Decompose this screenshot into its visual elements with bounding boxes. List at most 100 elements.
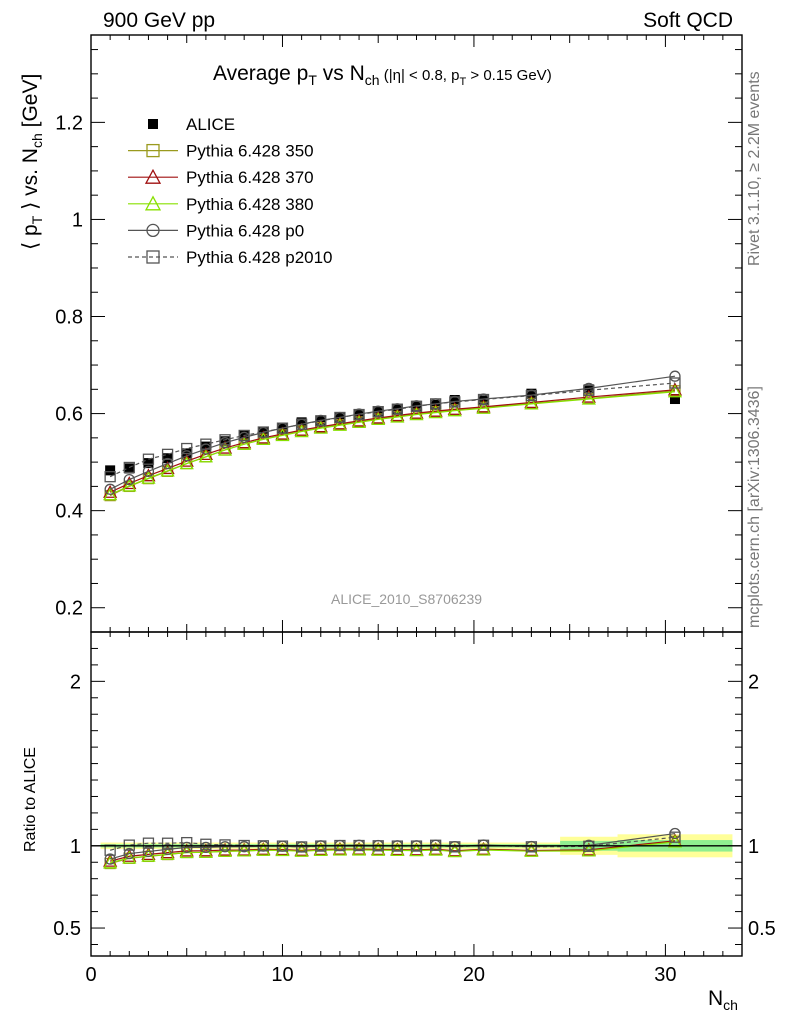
analysis-watermark: ALICE_2010_S8706239 — [331, 591, 483, 607]
x-tick-label: 20 — [463, 964, 485, 986]
chart-title: Average pT vs Nch (|η| < 0.8, pT > 0.15 … — [213, 62, 552, 88]
ratio-point-s2-0 — [103, 853, 118, 867]
y-tick-label: 0.6 — [55, 404, 83, 426]
ratio-y-tick-label-left: 2 — [70, 671, 81, 693]
point-s5-21 — [583, 384, 595, 396]
legend-marker-0 — [148, 119, 158, 129]
point-s3-17 — [428, 405, 443, 419]
ratio-point-s5-5 — [200, 838, 212, 850]
point-s2-15 — [390, 408, 405, 422]
ratio-point-s4-0 — [104, 853, 116, 865]
header-left: 900 GeV pp — [103, 9, 216, 32]
point-s5-6 — [219, 434, 231, 446]
ratio-frame — [90, 631, 743, 957]
legend-marker-5 — [146, 250, 160, 264]
point-s0-10 — [296, 417, 307, 428]
point-s0-18 — [449, 394, 460, 405]
point-s3-13 — [351, 414, 367, 428]
point-s5-14 — [372, 405, 384, 418]
point-s2-22 — [667, 382, 683, 396]
point-s2-4 — [179, 453, 194, 467]
title-part-d: > 0.15 GeV) — [466, 67, 552, 84]
point-s5-16 — [410, 400, 423, 412]
legend-marker-4 — [146, 223, 160, 238]
point-s3-5 — [198, 449, 213, 463]
point-s2-18 — [447, 401, 462, 415]
point-s3-4 — [179, 456, 194, 470]
ratio-point-s5-4 — [181, 836, 193, 849]
title-part-b: vs N — [316, 62, 365, 85]
y-tick-label: 0.4 — [55, 501, 83, 523]
point-s5-13 — [353, 408, 365, 421]
point-s2-20 — [524, 395, 539, 409]
ratio-point-s2-4 — [179, 843, 194, 857]
point-s4-2 — [142, 465, 155, 477]
point-s2-16 — [409, 405, 424, 419]
point-s3-10 — [294, 424, 309, 438]
series-line-2 — [109, 389, 676, 493]
y-tick-label: 0.2 — [55, 598, 83, 620]
series-line-5 — [109, 382, 676, 478]
point-s3-19 — [476, 400, 491, 414]
y-tick-label: 1 — [72, 209, 83, 231]
point-s3-9 — [275, 428, 290, 442]
ratio-point-s2-5 — [198, 843, 213, 857]
point-s3-14 — [371, 412, 386, 426]
point-s4-1 — [123, 473, 135, 486]
point-s4-3 — [161, 457, 174, 470]
point-s5-11 — [315, 415, 327, 427]
ratio-y-tick-label-right: 0.5 — [748, 918, 776, 940]
point-s5-8 — [257, 426, 269, 438]
title-sub-a: T — [308, 72, 317, 89]
x-tick-label: 30 — [654, 964, 676, 986]
point-s3-11 — [313, 420, 328, 434]
point-s2-14 — [371, 410, 386, 424]
ratio-point-s2-2 — [141, 847, 156, 861]
x-axis-label: Nch — [708, 987, 738, 1013]
point-s5-10 — [295, 418, 308, 430]
point-s5-12 — [334, 411, 346, 424]
title-part-c: (|η| < 0.8, p — [379, 67, 460, 84]
legend-marker-1 — [146, 143, 160, 158]
ratio-point-s3-22 — [667, 834, 683, 848]
point-s5-9 — [276, 422, 289, 434]
ratio-point-s5-10 — [295, 841, 308, 853]
ratio-point-s5-20 — [525, 841, 538, 853]
point-s3-0 — [103, 487, 118, 501]
point-s0-22 — [669, 394, 680, 405]
point-s2-7 — [237, 435, 252, 449]
point-s5-1 — [123, 461, 135, 474]
point-s2-19 — [476, 399, 491, 413]
top-panel: 0.2 0.4 0.6 0.8 1 1.2 ALICE Pythia 6.428 350 Pyt… — [55, 34, 743, 633]
point-s0-0 — [105, 465, 116, 476]
point-s5-5 — [200, 438, 212, 450]
x-tick-label: 0 — [85, 964, 96, 986]
point-s2-21 — [581, 389, 596, 403]
ratio-point-s3-21 — [581, 843, 596, 857]
point-s4-4 — [181, 450, 193, 462]
point-s3-16 — [409, 407, 424, 421]
point-s0-21 — [583, 384, 594, 395]
point-s5-20 — [525, 389, 538, 402]
ratio-point-s2-3 — [160, 845, 175, 859]
point-s5-4 — [181, 442, 193, 455]
y-tick-label: 1.2 — [55, 112, 83, 134]
point-s0-20 — [526, 388, 537, 399]
point-s0-1 — [124, 463, 135, 474]
xlabel-part-a: N — [708, 987, 724, 1010]
title-part-a: Average p — [213, 62, 309, 85]
point-s2-17 — [428, 403, 443, 417]
y-tick-label: 0.8 — [55, 307, 83, 329]
point-s2-0 — [103, 484, 118, 498]
point-s5-17 — [429, 398, 442, 410]
point-s3-12 — [332, 417, 348, 431]
legend-label-5: Pythia 6.428 p2010 — [186, 248, 333, 267]
legend-label-0: ALICE — [186, 115, 235, 134]
point-s0-2 — [143, 458, 154, 469]
point-s2-6 — [217, 440, 233, 454]
point-s5-2 — [142, 453, 155, 465]
ratio-point-s4-1 — [123, 847, 135, 860]
ratio-y-tick-label-right: 1 — [748, 836, 759, 858]
point-s5-19 — [477, 393, 490, 406]
